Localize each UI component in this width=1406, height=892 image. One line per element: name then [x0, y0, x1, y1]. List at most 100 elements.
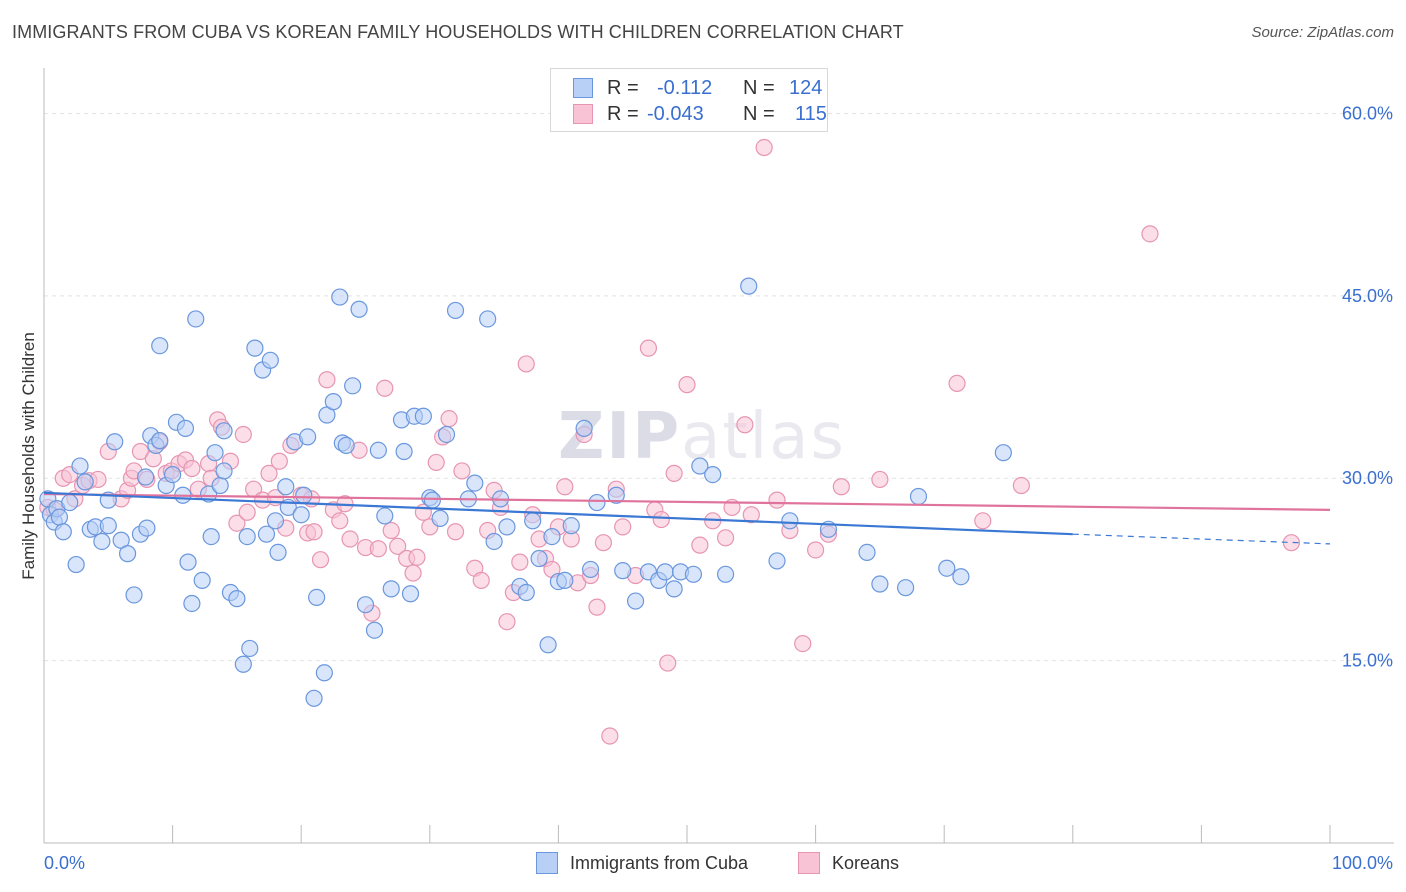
- data-point-cuba: [423, 491, 441, 509]
- data-point-cuba: [187, 310, 205, 328]
- data-point-koreans: [742, 506, 760, 524]
- data-point-cuba: [656, 563, 674, 581]
- data-point-cuba: [369, 441, 387, 459]
- data-point-cuba: [431, 509, 449, 527]
- r-value-cuba: -0.112: [657, 76, 713, 99]
- data-point-cuba: [151, 337, 169, 355]
- data-point-cuba: [295, 486, 313, 504]
- data-point-cuba: [67, 555, 85, 574]
- data-point-koreans: [594, 534, 613, 552]
- source-label: Source: ZipAtlas.com: [1251, 24, 1394, 41]
- data-point-koreans: [389, 537, 407, 555]
- data-point-cuba: [498, 518, 516, 536]
- data-point-cuba: [234, 655, 252, 673]
- trend-line-koreans: [43, 492, 1331, 511]
- data-point-koreans: [446, 523, 465, 541]
- x-tick-label: 100.0%: [1332, 853, 1393, 873]
- data-point-cuba: [768, 552, 786, 570]
- data-point-koreans: [511, 553, 529, 571]
- legend-swatch-korea: [798, 852, 820, 874]
- data-point-cuba: [266, 512, 285, 530]
- r-label: R =: [607, 76, 639, 99]
- chart-title: IMMIGRANTS FROM CUBA VS KOREAN FAMILY HO…: [12, 22, 904, 42]
- data-point-cuba: [414, 407, 432, 425]
- data-point-koreans: [948, 374, 966, 392]
- data-point-cuba: [241, 639, 259, 658]
- data-point-koreans: [260, 464, 278, 482]
- data-point-koreans: [311, 551, 330, 569]
- data-point-koreans: [270, 452, 288, 470]
- data-point-cuba: [665, 580, 683, 598]
- data-point-cuba: [614, 562, 632, 580]
- data-point-cuba: [871, 575, 889, 593]
- data-point-koreans: [318, 371, 336, 389]
- y-tick-label: 15.0%: [1342, 651, 1393, 671]
- data-point-koreans: [382, 521, 400, 540]
- legend-label-korea: Koreans: [832, 852, 900, 873]
- data-point-koreans: [691, 536, 709, 554]
- data-point-cuba: [691, 457, 709, 475]
- data-point-cuba: [211, 476, 229, 495]
- data-point-koreans: [736, 416, 754, 434]
- data-point-cuba: [350, 300, 368, 318]
- data-point-cuba: [257, 525, 276, 543]
- data-point-cuba: [269, 543, 287, 562]
- data-point-cuba: [106, 433, 124, 451]
- data-point-koreans: [131, 442, 150, 461]
- y-tick-label: 60.0%: [1342, 103, 1393, 123]
- y-tick-label: 45.0%: [1342, 286, 1393, 306]
- data-point-koreans: [472, 571, 490, 589]
- legend-label-cuba: Immigrants from Cuba: [570, 852, 749, 873]
- series-cuba: [39, 277, 1012, 707]
- x-tick-label: 0.0%: [44, 853, 85, 873]
- data-point-cuba: [938, 559, 956, 577]
- data-point-cuba: [952, 568, 970, 586]
- data-point-koreans: [234, 425, 252, 444]
- data-point-koreans: [768, 491, 786, 509]
- data-point-koreans: [974, 512, 992, 530]
- data-point-cuba: [376, 507, 394, 525]
- data-point-koreans: [238, 503, 256, 521]
- data-point-cuba: [136, 468, 155, 486]
- trend-lines: [43, 491, 1331, 545]
- data-point-cuba: [315, 664, 333, 682]
- data-point-cuba: [382, 580, 400, 598]
- data-point-cuba: [61, 493, 79, 512]
- data-point-cuba: [994, 444, 1012, 462]
- data-point-cuba: [277, 478, 295, 496]
- data-point-cuba: [324, 393, 342, 411]
- n-label: N =: [743, 76, 775, 99]
- data-point-cuba: [125, 586, 143, 604]
- data-point-koreans: [755, 138, 773, 157]
- data-point-cuba: [206, 444, 224, 462]
- legend-row-cuba: R = -0.112 N = 124: [573, 75, 822, 101]
- data-point-cuba: [556, 571, 574, 589]
- data-point-koreans: [639, 339, 658, 357]
- data-point-cuba: [138, 519, 156, 537]
- data-point-koreans: [556, 478, 574, 496]
- n-value-cuba: 124: [789, 76, 823, 99]
- data-point-cuba: [215, 422, 233, 440]
- n-label: N =: [743, 102, 775, 125]
- data-point-cuba: [305, 689, 323, 707]
- data-point-cuba: [897, 579, 915, 597]
- data-point-cuba: [71, 457, 89, 475]
- data-point-koreans: [1141, 225, 1159, 243]
- data-point-koreans: [427, 453, 445, 472]
- data-point-cuba: [228, 590, 246, 608]
- data-point-cuba: [200, 485, 218, 503]
- data-point-koreans: [678, 376, 696, 394]
- data-point-cuba: [76, 473, 94, 491]
- data-point-cuba: [581, 560, 600, 579]
- data-point-cuba: [437, 425, 456, 444]
- n-value-korea: 115: [795, 102, 827, 125]
- data-point-cuba: [202, 527, 220, 546]
- watermark: ZIPatlas: [558, 400, 846, 474]
- data-point-koreans: [183, 459, 201, 478]
- data-point-cuba: [781, 512, 799, 530]
- data-point-cuba: [176, 419, 195, 437]
- data-point-cuba: [183, 594, 201, 613]
- y-axis-label: Family Households with Children: [19, 332, 38, 580]
- data-point-cuba: [562, 517, 580, 535]
